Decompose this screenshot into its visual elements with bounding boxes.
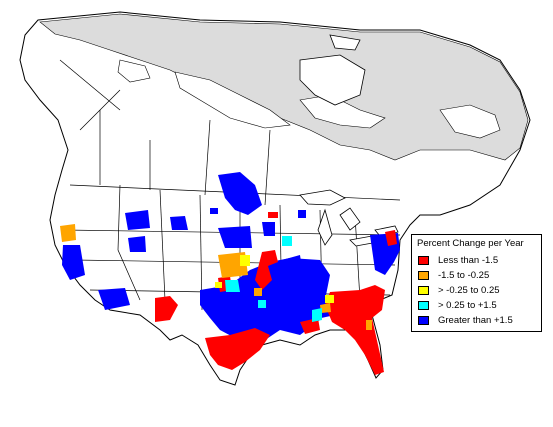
legend-label: > -0.25 to 0.25 (438, 284, 500, 296)
legend-label: Less than -1.5 (438, 254, 499, 266)
legend-swatch (418, 285, 429, 295)
legend-item: Less than -1.5 (418, 254, 498, 266)
legend-swatch (418, 315, 429, 325)
boreal-region (39, 13, 529, 161)
legend-item: -1.5 to -0.25 (418, 269, 489, 281)
legend-item: Greater than +1.5 (418, 314, 513, 326)
legend-item: > -0.25 to 0.25 (418, 284, 500, 296)
map-legend: Percent Change per Year Less than -1.5 -… (411, 234, 542, 332)
legend-item: > 0.25 to +1.5 (418, 299, 497, 311)
legend-title: Percent Change per Year (417, 238, 524, 249)
legend-label: > 0.25 to +1.5 (438, 299, 497, 311)
legend-swatch (418, 300, 429, 310)
legend-swatch (418, 255, 429, 265)
legend-label: Greater than +1.5 (438, 314, 513, 326)
trend-blobs (60, 172, 400, 375)
legend-swatch (418, 270, 429, 280)
legend-label: -1.5 to -0.25 (438, 269, 490, 281)
